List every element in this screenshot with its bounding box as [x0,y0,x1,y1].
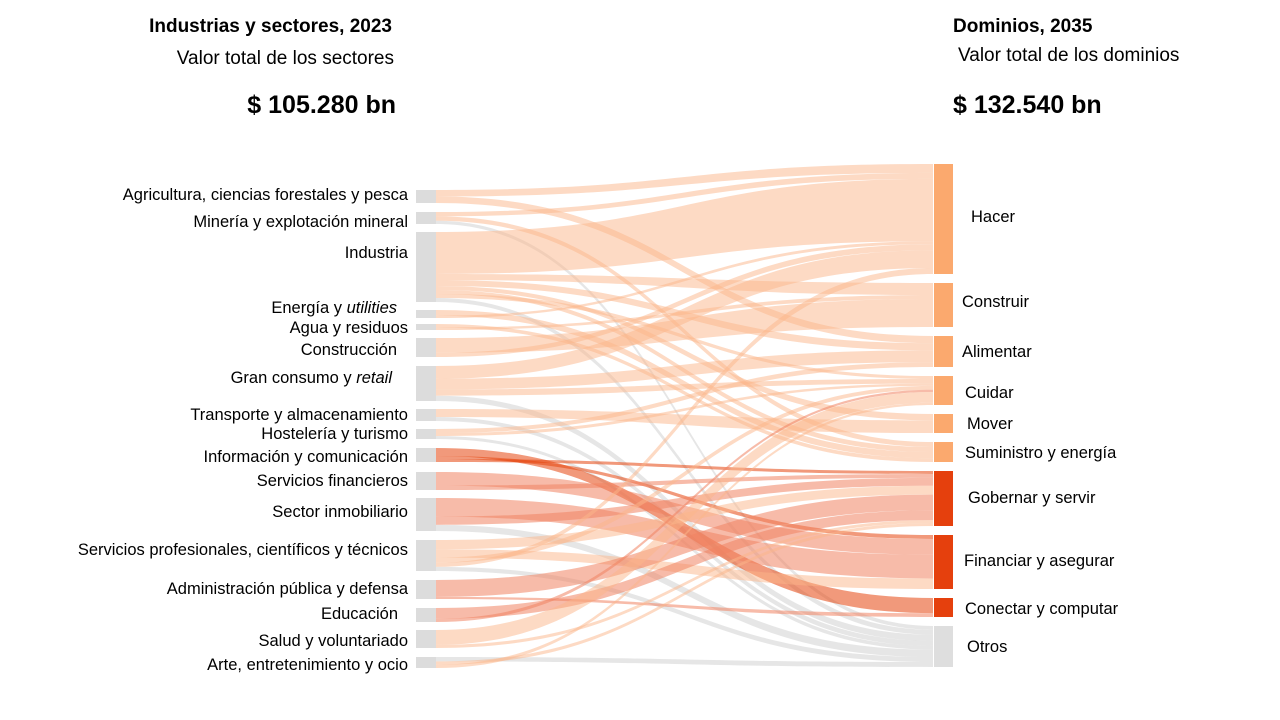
flow-link [436,402,933,668]
source-node-bar [416,498,436,531]
flow-link [436,477,933,525]
flow-link [436,350,933,390]
source-label: Agua y residuos [290,319,408,337]
flow-link [436,310,933,459]
domain-node-bar [934,376,953,405]
domain-label: Gobernar y servir [968,489,1096,507]
domain-node-bar [934,336,953,367]
domain-label: Otros [967,638,1007,656]
flow-link [436,286,933,421]
source-label: Sector inmobiliario [272,503,408,521]
source-node-bar [416,580,436,599]
right-subtitle: Valor total de los dominios [958,45,1180,66]
flow-link [436,389,933,622]
domain-label: Suministro y energía [965,444,1117,462]
source-label: Gran consumo y retail [231,369,394,387]
domain-label: Conectar y computar [965,600,1119,618]
source-label: Agricultura, ciencias forestales y pesca [123,186,409,204]
flow-link [436,172,933,217]
left-total-value: $ 105.280 bn [247,91,396,119]
source-label: Educación [321,605,398,623]
source-label: Transporte y almacenamiento [190,406,408,424]
flow-link [436,473,933,490]
flow-link [436,657,933,667]
flow-link [436,379,933,396]
source-label: Industria [345,244,409,262]
source-node-bar [416,232,436,302]
source-node-bar [416,190,436,203]
domain-label: Construir [962,293,1029,311]
domain-label: Mover [967,415,1013,433]
domain-node-bar [934,164,953,274]
flow-link [436,178,933,274]
flow-link [436,220,933,630]
left-title: Industrias y sectores, 2023 [149,16,392,37]
flow-link [436,494,933,597]
source-label: Hostelería y turismo [261,425,408,443]
source-node-bar [416,366,436,401]
flow-link [436,596,933,617]
domain-label: Cuidar [965,384,1014,402]
source-node-bar [416,409,436,421]
flow-link [436,459,933,474]
source-label: Energía y utilities [271,299,397,317]
source-label: Salud y voluntariado [258,632,408,650]
domain-node-bar [934,598,953,617]
source-node-bar [416,540,436,571]
domain-node-bar [934,535,953,589]
source-label: Construcción [301,341,397,359]
domain-node-bar [934,442,953,462]
flow-link [436,362,933,433]
flow-link [436,241,933,318]
source-node-bar [416,338,436,357]
source-label: Minería y explotación mineral [193,213,408,231]
source-node-bar [416,448,436,462]
domain-node-bar [934,414,953,433]
source-node-bar [416,608,436,622]
flow-link [436,566,933,663]
source-node-bar [416,429,436,439]
source-node-bar [416,630,436,648]
domain-label: Hacer [971,208,1016,226]
flow-links [436,164,933,668]
flow-link [436,274,933,295]
flow-link [436,524,933,658]
flow-link [436,196,933,344]
right-total-value: $ 132.540 bn [953,91,1102,119]
flow-link [436,520,933,648]
domain-label: Financiar y asegurar [964,552,1115,570]
source-node-bar [416,657,436,668]
flow-link [436,324,933,462]
source-node-bar [416,324,436,330]
domain-node-bar [934,471,953,526]
right-title: Dominios, 2035 [953,16,1093,37]
flow-link [436,392,933,645]
source-label: Administración pública y defensa [167,580,409,598]
flow-link [436,299,933,353]
flow-link [436,385,933,563]
source-label: Servicios financieros [257,472,408,490]
source-label: Arte, entretenimiento y ocio [207,656,408,674]
source-node-bar [416,310,436,318]
flow-link [436,523,933,665]
flow-link [436,268,933,567]
domain-label: Alimentar [962,343,1032,361]
domain-node-bar [934,626,953,667]
domain-node-bar [934,283,953,327]
source-node-bar [416,212,436,224]
left-subtitle: Valor total de los sectores [176,48,394,69]
flow-link [436,510,933,619]
source-label: Servicios profesionales, científicos y t… [78,541,408,559]
flow-link [436,250,933,379]
source-label: Información y comunicación [203,448,408,466]
flow-link [436,244,933,357]
flow-link [436,383,933,436]
flow-link [436,164,933,197]
source-node-bar [416,472,436,490]
